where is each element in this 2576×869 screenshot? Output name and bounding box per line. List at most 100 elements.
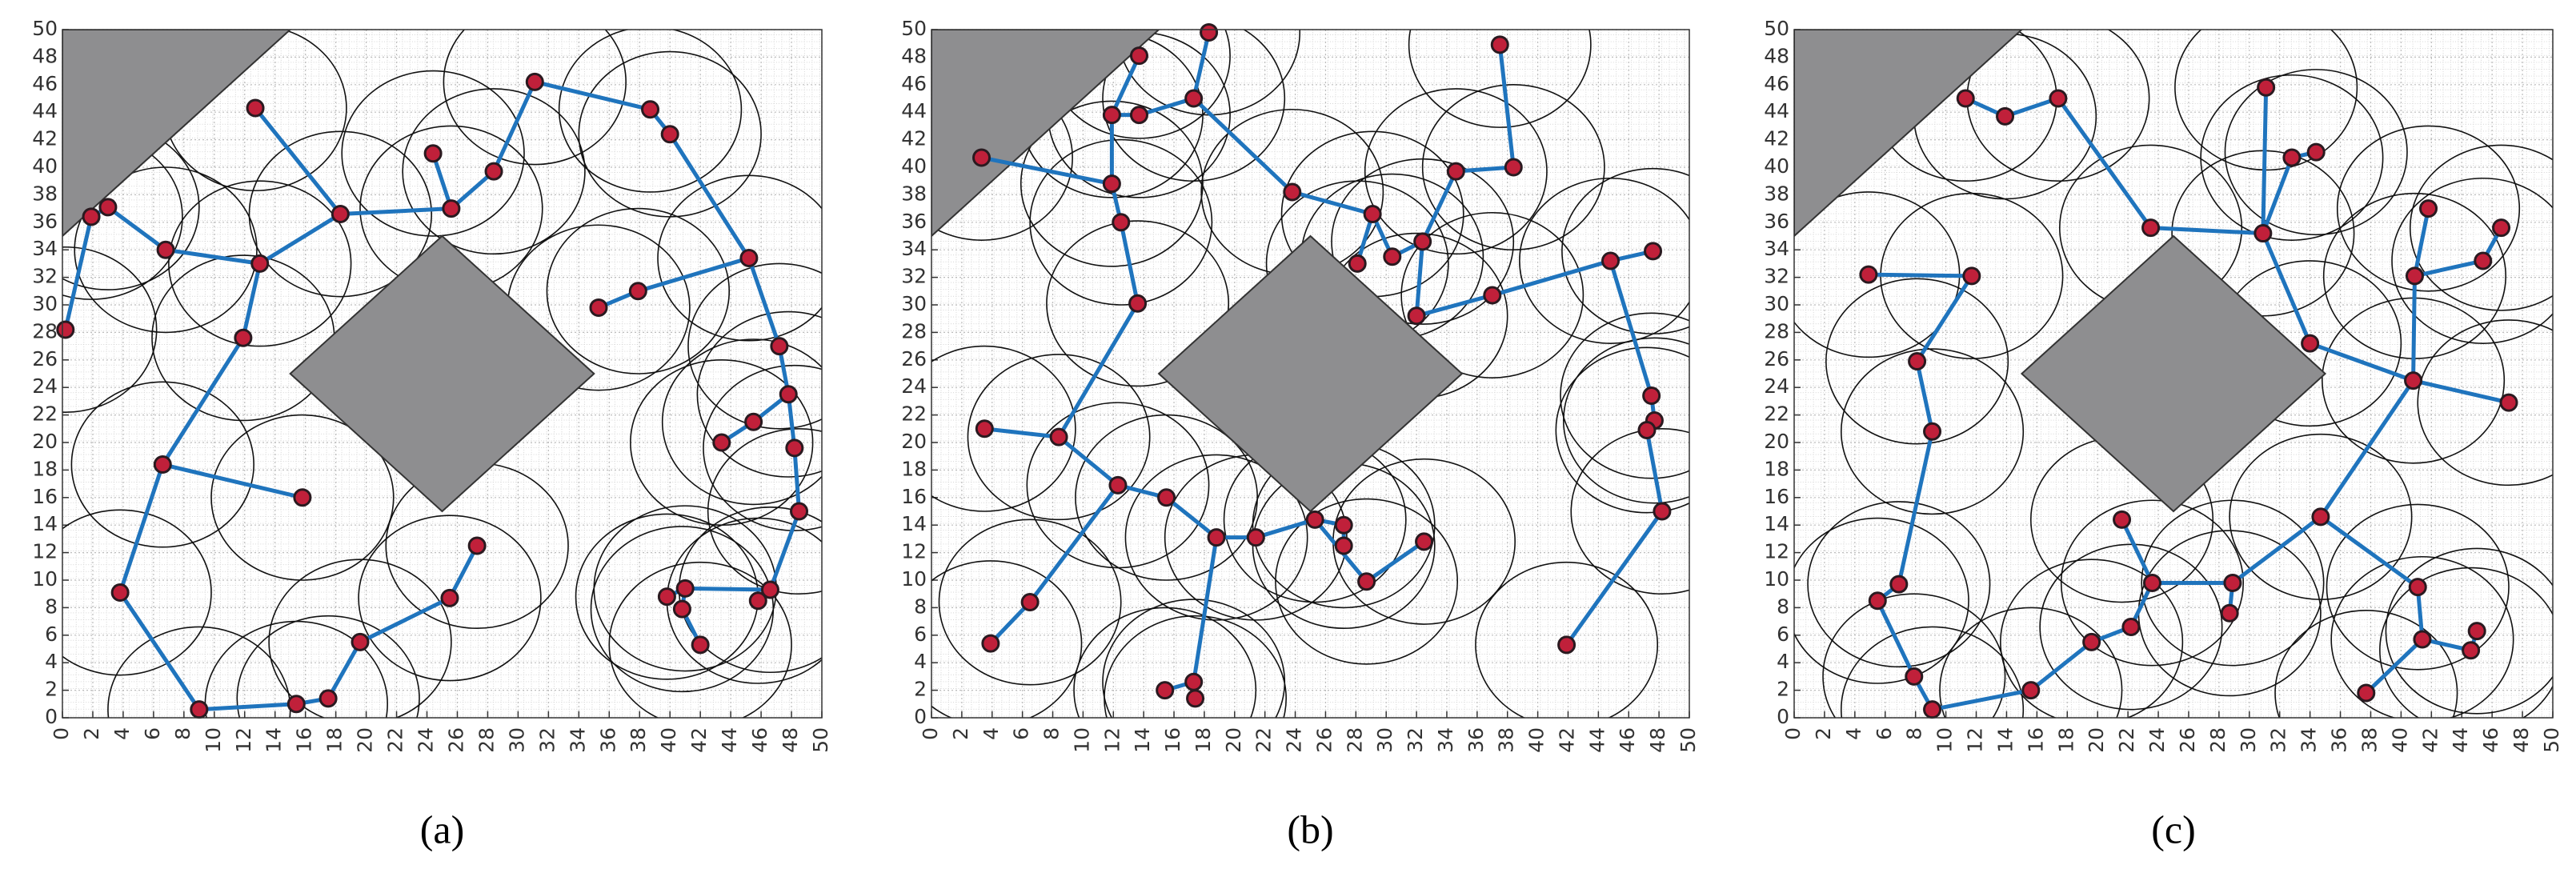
y-tick-label: 44 — [901, 99, 927, 122]
y-tick-label: 8 — [1777, 595, 1789, 618]
y-tick-label: 44 — [1764, 99, 1789, 122]
coverage-circle — [1822, 593, 2006, 718]
node — [331, 204, 350, 223]
node — [2311, 507, 2330, 527]
x-tick-label: 2 — [949, 727, 972, 740]
x-tick-label: 18 — [1192, 727, 1215, 753]
node — [1357, 572, 1376, 591]
x-tick-label: 4 — [1842, 727, 1865, 740]
coverage-circle — [2385, 547, 2553, 715]
obstacle — [1794, 30, 2023, 238]
node — [2492, 218, 2511, 238]
x-tick-label: 14 — [1993, 727, 2017, 753]
x-tick-label: 28 — [1343, 727, 1366, 753]
coverage-circle — [1102, 30, 1286, 182]
tree-edge — [1645, 428, 1665, 514]
node — [1184, 89, 1204, 108]
node — [2282, 148, 2302, 167]
x-tick-label: 16 — [1161, 727, 1184, 753]
node — [1112, 213, 1131, 232]
node — [744, 412, 763, 431]
y-tick-label: 16 — [32, 485, 58, 508]
node — [1413, 232, 1432, 251]
node — [641, 100, 660, 119]
x-tick-label: 16 — [2024, 727, 2047, 753]
y-tick-label: 8 — [914, 595, 927, 618]
node — [2306, 142, 2326, 162]
tree-edge — [635, 256, 751, 294]
x-tick-label: 20 — [354, 727, 377, 753]
node — [156, 240, 175, 259]
tree-edge — [1930, 688, 2033, 712]
x-tick-label: 46 — [1616, 727, 1639, 753]
y-tick-label: 26 — [32, 347, 58, 370]
y-tick-label: 0 — [45, 705, 58, 728]
coverage-circle — [1563, 337, 1689, 504]
node — [2419, 199, 2438, 218]
node — [1363, 204, 1382, 223]
y-tick-label: 32 — [1764, 265, 1789, 288]
x-tick-label: 44 — [2449, 727, 2472, 753]
y-tick-label: 2 — [45, 678, 58, 701]
node — [1020, 593, 1040, 612]
node — [2499, 393, 2518, 412]
x-tick-label: 12 — [232, 727, 255, 753]
tree-edge — [792, 446, 802, 514]
x-tick-label: 40 — [657, 727, 680, 753]
node — [2082, 632, 2101, 651]
coverage-circle — [2330, 555, 2514, 718]
node — [675, 579, 695, 598]
node — [2223, 573, 2242, 592]
y-tick-label: 4 — [1777, 650, 1789, 673]
node — [467, 536, 487, 555]
coverage-circle — [1275, 498, 1459, 665]
coverage-circle — [1560, 312, 1689, 479]
node — [484, 162, 503, 181]
node — [2413, 630, 2432, 649]
node — [1956, 89, 1975, 108]
y-tick-label: 10 — [32, 567, 58, 591]
y-tick-label: 8 — [45, 595, 58, 618]
node — [2049, 89, 2068, 108]
node — [1407, 306, 1426, 326]
y-tick-label: 46 — [1764, 72, 1789, 95]
node — [975, 419, 994, 439]
x-tick-label: 48 — [1646, 727, 1669, 753]
coverage-circle — [1124, 454, 1308, 621]
x-tick-label: 10 — [1933, 727, 1957, 753]
node — [2113, 510, 2132, 529]
node — [712, 433, 731, 452]
x-tick-label: 36 — [2328, 727, 2351, 753]
y-tick-label: 0 — [914, 705, 927, 728]
node — [1102, 174, 1121, 194]
node — [2121, 617, 2141, 636]
node — [1128, 294, 1148, 313]
x-tick-label: 32 — [2267, 727, 2290, 753]
tree-edge — [326, 639, 363, 701]
x-tick-label: 10 — [202, 727, 225, 753]
node — [440, 588, 459, 607]
node — [1184, 672, 1204, 691]
coverage-circle — [1825, 278, 2009, 445]
node — [110, 583, 130, 602]
coverage-circle — [931, 560, 1083, 718]
x-tick-label: 32 — [1404, 727, 1427, 753]
coverage-circle — [2200, 74, 2384, 241]
node — [1557, 635, 1576, 655]
tree-edge — [1420, 169, 1458, 244]
tree-edge — [1915, 274, 1974, 364]
tree-edge — [1192, 96, 1295, 194]
x-tick-label: 46 — [2479, 727, 2502, 753]
x-tick-label: 8 — [171, 727, 194, 740]
y-tick-label: 2 — [1777, 678, 1789, 701]
x-tick-label: 30 — [505, 727, 528, 753]
x-tick-label: 0 — [1781, 727, 1805, 740]
y-tick-label: 22 — [32, 402, 58, 426]
node — [1996, 106, 2015, 126]
coverage-circle — [2417, 319, 2553, 487]
x-tick-label: 24 — [415, 727, 438, 753]
x-tick-label: 10 — [1070, 727, 1093, 753]
x-tick-label: 38 — [627, 727, 650, 753]
y-tick-label: 28 — [1764, 319, 1789, 342]
node — [2141, 218, 2161, 238]
